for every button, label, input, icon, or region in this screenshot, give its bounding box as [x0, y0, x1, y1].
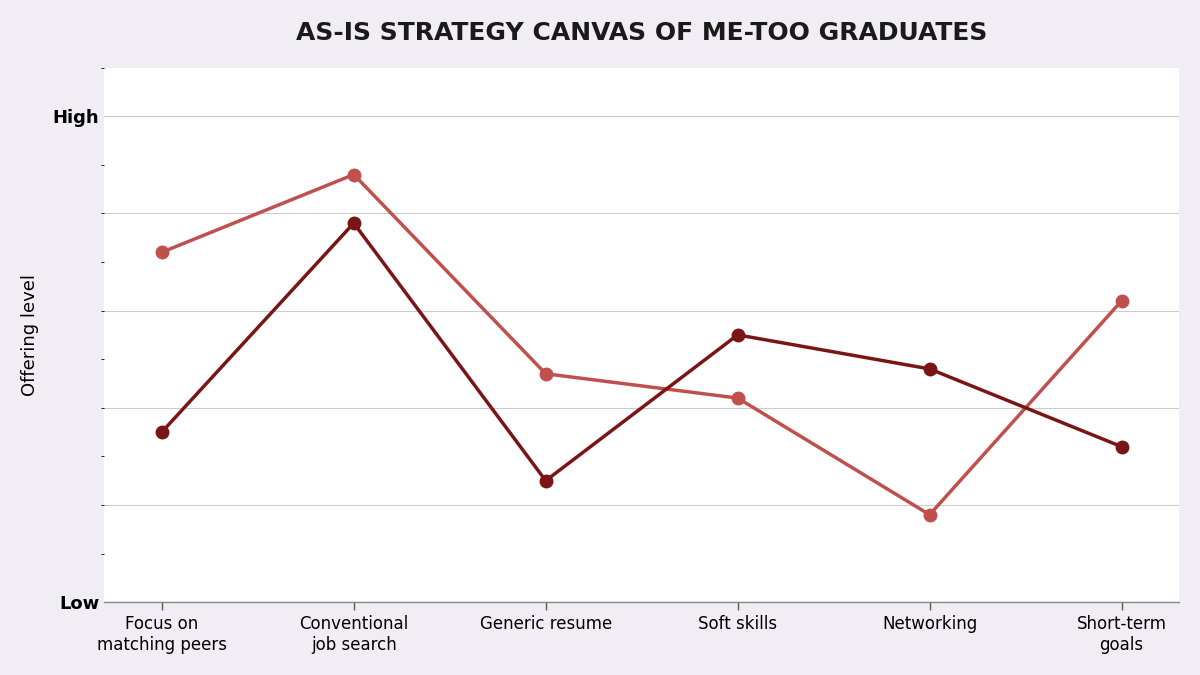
Y-axis label: Offering level: Offering level: [20, 274, 38, 396]
Title: AS-IS STRATEGY CANVAS OF ME-TOO GRADUATES: AS-IS STRATEGY CANVAS OF ME-TOO GRADUATE…: [296, 21, 988, 45]
